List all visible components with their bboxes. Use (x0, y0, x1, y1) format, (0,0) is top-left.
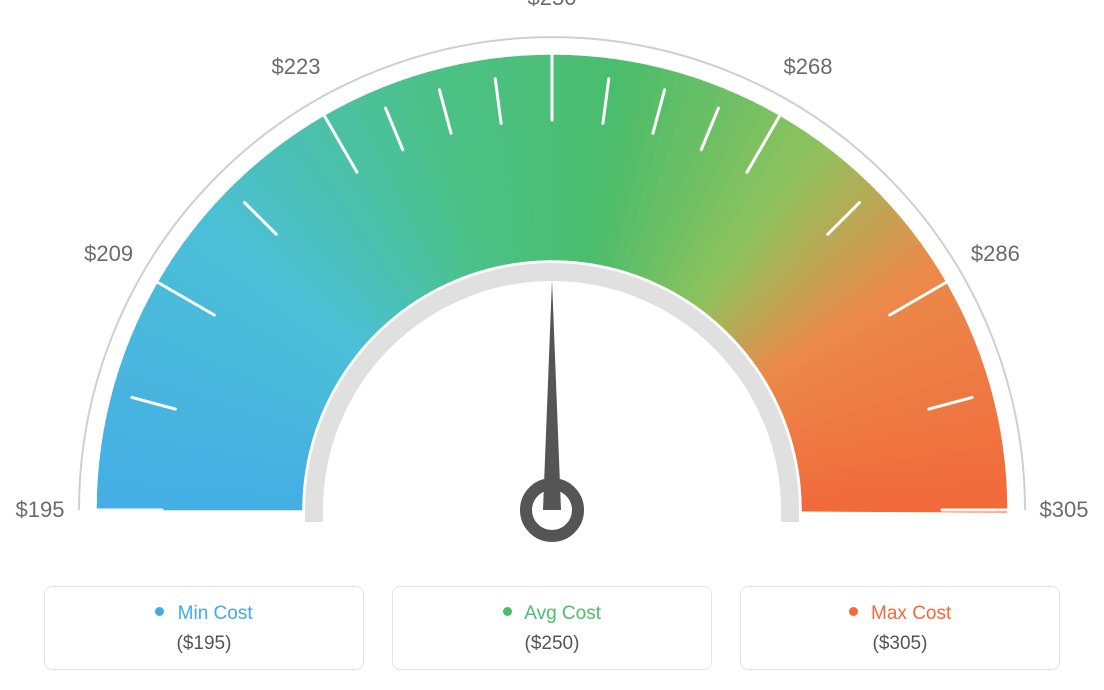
legend-title-max: Max Cost (751, 603, 1049, 625)
legend-row: Min Cost ($195) Avg Cost ($250) Max Cost… (0, 586, 1104, 670)
legend-value-avg: ($250) (403, 633, 701, 655)
legend-value-max: ($305) (751, 633, 1049, 655)
gauge-tick-label: $286 (971, 241, 1020, 267)
legend-card-max: Max Cost ($305) (740, 586, 1060, 670)
gauge-tick-label: $195 (16, 497, 65, 523)
legend-title-min-text: Min Cost (178, 603, 253, 624)
legend-card-min: Min Cost ($195) (44, 586, 364, 670)
gauge-tick-label: $268 (784, 54, 833, 80)
legend-card-avg: Avg Cost ($250) (392, 586, 712, 670)
gauge-tick-label: $305 (1040, 497, 1089, 523)
legend-value-min: ($195) (55, 633, 353, 655)
gauge-svg (0, 0, 1104, 560)
gauge-tick-label: $250 (528, 0, 577, 11)
legend-title-avg: Avg Cost (403, 603, 701, 625)
gauge-tick-label: $209 (84, 241, 133, 267)
legend-title-avg-text: Avg Cost (524, 603, 601, 624)
legend-title-min: Min Cost (55, 603, 353, 625)
legend-title-max-text: Max Cost (871, 603, 951, 624)
gauge-tick-label: $223 (272, 54, 321, 80)
gauge-chart: $195 $209 $223 $250 $268 $286 $305 (0, 0, 1104, 560)
